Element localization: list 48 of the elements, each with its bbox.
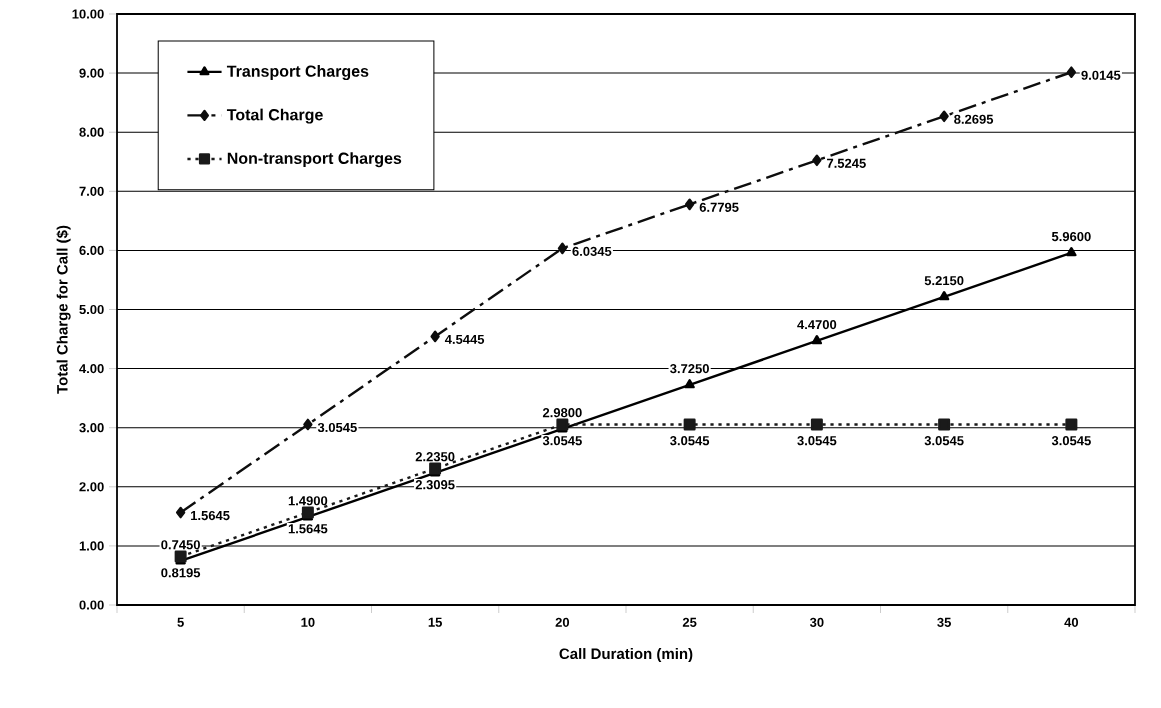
data-label: 2.9800 bbox=[542, 408, 582, 418]
data-label: 3.0545 bbox=[924, 436, 964, 446]
legend-label: Transport Charges bbox=[226, 65, 369, 81]
data-label: 6.7795 bbox=[699, 202, 739, 212]
x-tick-label: 35 bbox=[937, 617, 951, 627]
data-label: 2.3095 bbox=[415, 480, 455, 490]
data-label: 0.7450 bbox=[161, 540, 200, 550]
x-tick-label: 25 bbox=[682, 617, 697, 627]
legend-label: Total Charge bbox=[226, 108, 323, 124]
y-axis-title: Total Charge for Call ($) bbox=[56, 225, 71, 394]
y-tick-label: 2.00 bbox=[79, 482, 104, 492]
data-label: 3.0545 bbox=[317, 422, 357, 433]
data-label: 0.8195 bbox=[161, 568, 201, 578]
x-tick-label: 5 bbox=[177, 617, 184, 627]
data-label: 7.5245 bbox=[827, 158, 866, 168]
x-tick-label: 20 bbox=[555, 617, 570, 627]
legend-label: Non-transport Charges bbox=[227, 152, 402, 168]
y-tick-label: 8.00 bbox=[79, 127, 104, 137]
y-tick-label: 5.00 bbox=[79, 304, 104, 315]
y-tick-label: 7.00 bbox=[79, 186, 104, 196]
data-label: 3.0545 bbox=[670, 436, 710, 446]
data-label: 3.0545 bbox=[797, 436, 837, 446]
data-label: 4.5445 bbox=[444, 334, 485, 344]
x-tick-label: 15 bbox=[428, 617, 442, 627]
y-tick-label: 1.00 bbox=[79, 541, 104, 551]
x-tick-label: 30 bbox=[809, 617, 824, 627]
data-label: 5.9600 bbox=[1051, 231, 1091, 242]
data-label: 8.2695 bbox=[954, 114, 994, 124]
y-tick-label: 10.00 bbox=[72, 9, 104, 19]
x-tick-label: 10 bbox=[301, 617, 315, 627]
y-tick-label: 3.00 bbox=[79, 423, 104, 433]
x-tick-label: 40 bbox=[1064, 617, 1079, 627]
y-tick-label: 0.00 bbox=[79, 600, 104, 610]
data-label: 6.0345 bbox=[572, 246, 612, 256]
y-tick-label: 4.00 bbox=[79, 364, 104, 374]
data-label: 5.2150 bbox=[924, 276, 964, 286]
data-label: 4.4700 bbox=[797, 320, 837, 330]
data-label: 1.4900 bbox=[288, 496, 328, 506]
y-tick-label: 6.00 bbox=[79, 245, 104, 255]
data-label: 3.0545 bbox=[1051, 436, 1091, 446]
data-label: 3.0545 bbox=[542, 436, 582, 446]
data-label: 9.0145 bbox=[1081, 70, 1121, 80]
x-axis-title: Call Duration (min) bbox=[559, 648, 693, 662]
data-label: 1.5645 bbox=[191, 510, 230, 521]
data-label: 1.5645 bbox=[288, 524, 328, 534]
data-label: 2.2350 bbox=[415, 452, 455, 462]
y-tick-label: 9.00 bbox=[79, 68, 104, 78]
data-label: 3.7250 bbox=[670, 364, 709, 374]
